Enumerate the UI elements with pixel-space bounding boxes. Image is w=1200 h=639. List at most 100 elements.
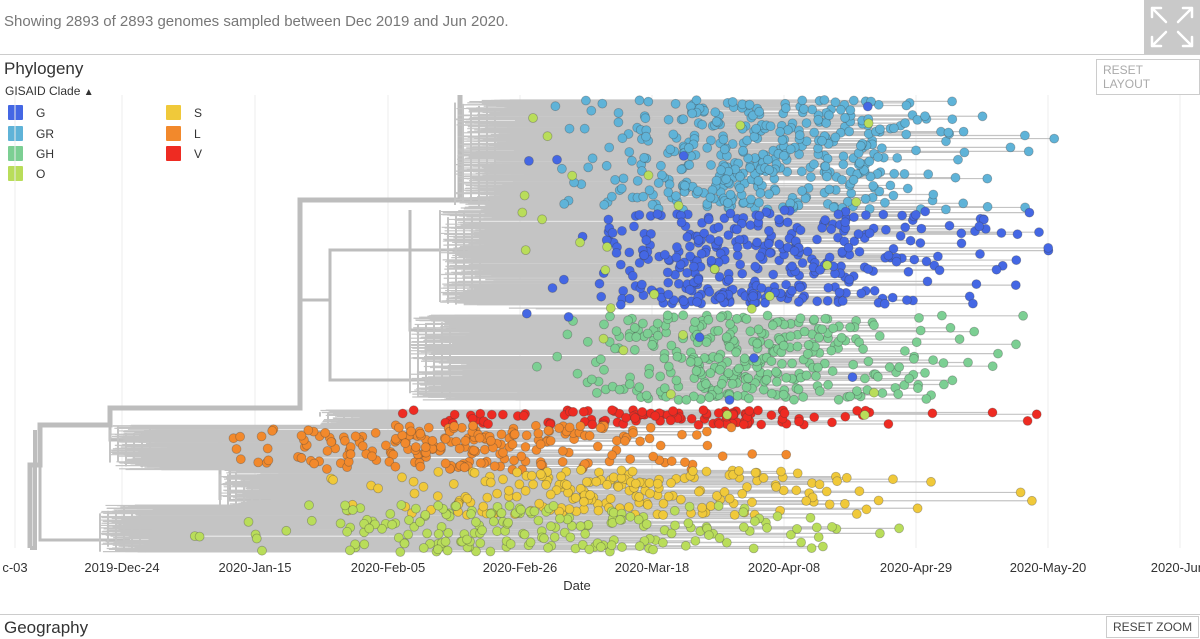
- tip-g[interactable]: [704, 286, 715, 297]
- tip-g[interactable]: [833, 209, 844, 220]
- tip-g[interactable]: [672, 242, 682, 252]
- tip-gh[interactable]: [921, 394, 932, 404]
- tip-gr[interactable]: [627, 155, 637, 166]
- tip-g[interactable]: [754, 210, 765, 221]
- tip-l[interactable]: [400, 438, 411, 449]
- tip-gh[interactable]: [860, 373, 870, 384]
- tip-g[interactable]: [787, 261, 797, 272]
- tip-g[interactable]: [634, 257, 645, 268]
- tip-gh[interactable]: [771, 376, 782, 387]
- tip-v[interactable]: [987, 407, 998, 418]
- tip-gr[interactable]: [794, 149, 804, 160]
- tip-g[interactable]: [789, 246, 800, 257]
- tip-l[interactable]: [496, 429, 507, 440]
- tip-v[interactable]: [650, 411, 661, 421]
- tip-g[interactable]: [781, 279, 791, 290]
- tip-gr[interactable]: [928, 189, 939, 200]
- tip-o[interactable]: [281, 525, 292, 536]
- tip-g[interactable]: [559, 274, 569, 285]
- tip-gr[interactable]: [727, 97, 738, 107]
- tip-gr[interactable]: [657, 170, 667, 181]
- tip-l[interactable]: [406, 426, 416, 437]
- tip-l[interactable]: [536, 459, 546, 470]
- tip-s[interactable]: [697, 502, 707, 513]
- tip-gh[interactable]: [732, 390, 743, 401]
- tip-l[interactable]: [235, 431, 246, 442]
- tip-v[interactable]: [475, 408, 486, 419]
- tip-gr[interactable]: [721, 174, 731, 185]
- tip-gr[interactable]: [638, 191, 649, 202]
- tip-gr[interactable]: [892, 152, 903, 163]
- tip-s[interactable]: [771, 481, 781, 492]
- tip-g[interactable]: [639, 250, 650, 261]
- tip-gr[interactable]: [725, 189, 736, 200]
- tip-g[interactable]: [817, 222, 827, 233]
- tip-l[interactable]: [350, 431, 361, 442]
- tip-gh[interactable]: [987, 361, 998, 372]
- tip-gr[interactable]: [947, 96, 957, 107]
- tip-o[interactable]: [396, 500, 407, 510]
- tip-s[interactable]: [719, 487, 730, 497]
- tip-gh[interactable]: [963, 357, 973, 368]
- tip-o[interactable]: [606, 540, 617, 551]
- tip-g[interactable]: [611, 247, 622, 258]
- tip-gr[interactable]: [640, 113, 651, 124]
- tip-g[interactable]: [737, 268, 748, 279]
- tip-gh[interactable]: [813, 362, 823, 373]
- tip-gr[interactable]: [809, 127, 820, 138]
- tip-gr[interactable]: [710, 107, 721, 118]
- legend-label-l[interactable]: L: [194, 127, 201, 141]
- tip-gh[interactable]: [795, 313, 806, 324]
- tip-gh[interactable]: [610, 343, 620, 354]
- tip-gh[interactable]: [688, 391, 699, 402]
- tip-g[interactable]: [705, 234, 716, 244]
- tip-o[interactable]: [598, 333, 609, 344]
- tip-o[interactable]: [690, 536, 701, 546]
- tip-gr[interactable]: [777, 135, 788, 146]
- tip-gr[interactable]: [835, 104, 846, 115]
- tip-o[interactable]: [567, 170, 578, 181]
- tip-gr[interactable]: [599, 199, 610, 210]
- tip-o[interactable]: [403, 529, 414, 540]
- tip-s[interactable]: [801, 496, 812, 506]
- tip-s[interactable]: [541, 479, 551, 490]
- tip-g[interactable]: [774, 214, 784, 225]
- tip-g[interactable]: [637, 279, 647, 290]
- tip-g[interactable]: [732, 242, 743, 253]
- tip-o[interactable]: [504, 500, 515, 511]
- tip-gh[interactable]: [869, 320, 879, 331]
- tip-g[interactable]: [903, 266, 914, 277]
- tip-l[interactable]: [231, 444, 242, 454]
- tip-gr[interactable]: [586, 105, 597, 116]
- tip-gr[interactable]: [610, 174, 620, 185]
- tip-gh[interactable]: [647, 339, 658, 350]
- tip-g[interactable]: [676, 217, 687, 228]
- tip-gh[interactable]: [624, 379, 635, 390]
- tip-l[interactable]: [564, 422, 575, 433]
- tip-gh[interactable]: [809, 314, 819, 325]
- tip-o[interactable]: [869, 387, 879, 398]
- tip-gh[interactable]: [642, 328, 653, 339]
- tip-gh[interactable]: [803, 340, 814, 350]
- tip-l[interactable]: [498, 447, 508, 458]
- tip-gr[interactable]: [624, 147, 635, 157]
- tip-gh[interactable]: [745, 326, 756, 337]
- tip-gr[interactable]: [977, 111, 988, 122]
- tip-gh[interactable]: [725, 319, 735, 330]
- tip-l[interactable]: [326, 437, 337, 447]
- tip-o[interactable]: [602, 241, 612, 252]
- tip-o[interactable]: [415, 517, 425, 527]
- tip-gh[interactable]: [641, 390, 652, 401]
- tip-s[interactable]: [792, 468, 803, 479]
- tip-gr[interactable]: [868, 180, 879, 191]
- tip-s[interactable]: [851, 509, 862, 519]
- tip-o[interactable]: [433, 529, 444, 539]
- tip-gr[interactable]: [889, 168, 900, 179]
- tip-o[interactable]: [395, 547, 406, 557]
- tip-l[interactable]: [557, 446, 568, 456]
- tip-l[interactable]: [384, 456, 395, 467]
- tip-gh[interactable]: [899, 380, 910, 391]
- tip-l[interactable]: [357, 441, 368, 452]
- tip-o[interactable]: [764, 291, 775, 302]
- tip-o[interactable]: [722, 409, 733, 420]
